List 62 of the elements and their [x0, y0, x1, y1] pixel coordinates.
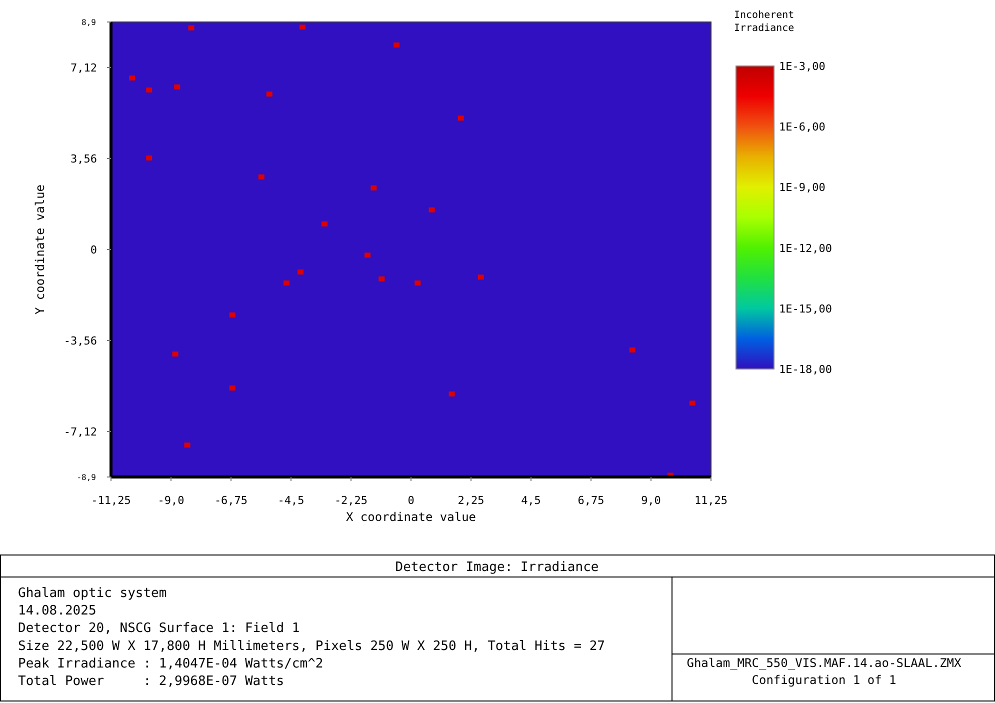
y-tick-label: 7,12	[70, 62, 97, 74]
point	[172, 352, 178, 357]
point	[298, 269, 304, 274]
point	[146, 155, 152, 160]
text: 14.08.2025	[18, 604, 96, 619]
point	[478, 274, 484, 280]
point	[188, 25, 194, 30]
point	[229, 312, 236, 318]
x-tick-label: -4,5	[278, 494, 304, 507]
point	[629, 347, 636, 352]
color-bar-label: 1E-18,00	[779, 363, 832, 376]
x-tick-label: 4,5	[521, 494, 541, 507]
x-tick-label: -9,0	[158, 494, 184, 507]
point	[364, 252, 371, 258]
y-tick-label: 0	[90, 244, 97, 256]
point	[689, 400, 696, 406]
x-tick-label: 11,25	[694, 494, 728, 507]
text: Peak Irradiance : 1,4047E-04 Watts/cm^2	[18, 656, 324, 672]
point	[458, 116, 464, 121]
color-bar-label: 1E-9,00	[779, 181, 826, 194]
y-tick-label: -3,56	[64, 334, 97, 348]
x-tick-label: 2,25	[458, 494, 484, 507]
point	[378, 276, 385, 282]
point	[146, 87, 152, 92]
text: Detector 20, NSCG Surface 1: Field 1	[18, 621, 300, 636]
color-bar-label: 1E-15,00	[779, 302, 832, 316]
text: Detector Image: Irradiance	[395, 560, 599, 575]
x-tick-label: 9,0	[641, 494, 661, 507]
point	[283, 280, 290, 286]
point	[322, 221, 328, 226]
x-tick-label: 0	[408, 494, 414, 507]
point	[229, 386, 236, 391]
point	[174, 84, 180, 90]
point	[184, 442, 190, 448]
x-tick-label: -2,25	[334, 494, 368, 507]
y-tick-label: 8,9	[82, 18, 96, 27]
point	[370, 185, 377, 190]
x-tick-label: -6,75	[214, 494, 248, 507]
point	[394, 42, 400, 48]
point	[414, 280, 421, 286]
point	[299, 24, 306, 30]
y-axis-title: Y coordinate value	[33, 184, 47, 315]
text: Ghalam optic system	[18, 586, 167, 601]
y-tick-label: 3,56	[70, 152, 97, 166]
x-tick-label: -11,25	[91, 494, 131, 507]
x-tick-label: 6,75	[578, 494, 604, 507]
point	[266, 92, 272, 97]
point	[448, 391, 455, 396]
y-tick-label: -8,9	[76, 473, 96, 482]
point	[258, 174, 264, 180]
x-axis-title: X coordinate value	[346, 510, 476, 524]
color-bar-label: 1E-6,00	[779, 120, 826, 134]
y-tick-label: -7,12	[64, 426, 97, 438]
color-bar-title: Incoherent Irradiance	[734, 10, 794, 34]
text: Ghalam_MRC_550_VIS.MAF.14.ao-SLAAL.ZMX	[686, 656, 962, 670]
point	[129, 75, 136, 80]
text: Total Power : 2,9968E-07 Watts	[18, 674, 284, 689]
point	[428, 207, 435, 212]
text: Size 22,500 W X 17,800 H Millimeters, Pixels 250 W X 250 H, Total Hits = 27	[18, 638, 605, 654]
text: Configuration 1 of 1	[752, 673, 896, 687]
color-bar-label: 1E-12,00	[779, 242, 832, 255]
color-bar-label: 1E-3,00	[779, 60, 826, 73]
